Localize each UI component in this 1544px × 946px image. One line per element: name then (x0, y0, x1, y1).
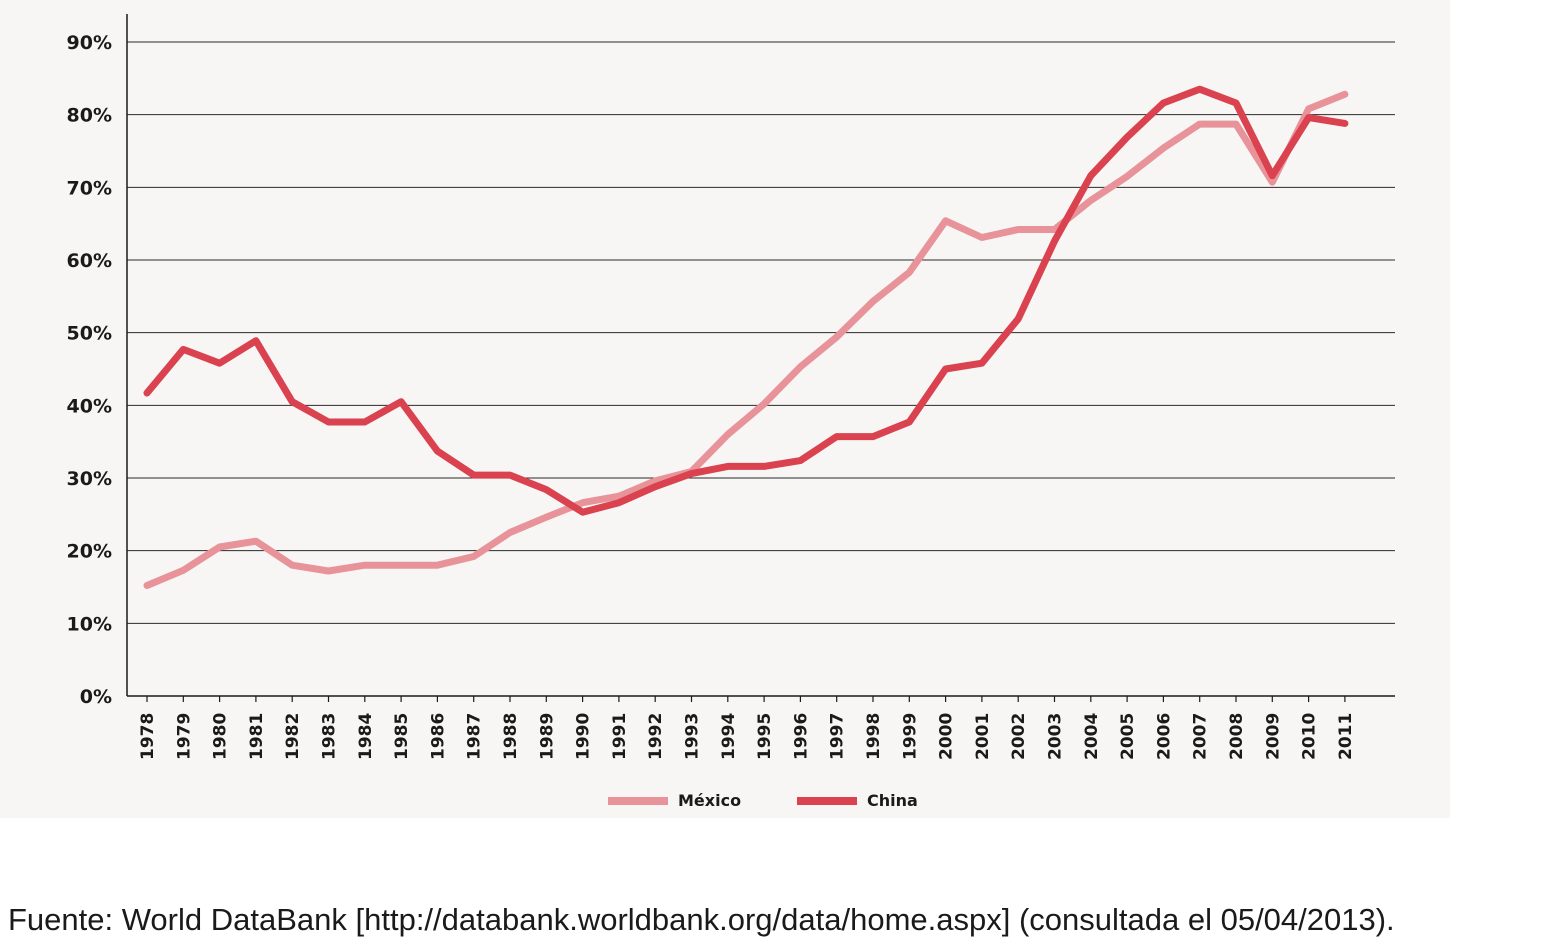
x-tick-label: 2003 (1046, 713, 1066, 760)
legend: México China (608, 791, 918, 810)
x-tick-label: 1991 (610, 713, 630, 760)
x-tick-label: 1993 (683, 713, 703, 760)
x-tick-label: 2010 (1300, 713, 1320, 760)
y-tick-label: 60% (67, 250, 112, 272)
source-note: Fuente: World DataBank [http://databank.… (8, 902, 1395, 937)
x-tick-label: 2011 (1336, 713, 1356, 760)
x-tick-label: 1979 (174, 713, 194, 760)
x-tick-label: 2002 (1009, 713, 1029, 760)
series-lines (143, 85, 1349, 589)
axes (126, 14, 1395, 702)
x-tick-label: 1996 (791, 713, 811, 760)
x-tick-label: 1986 (428, 713, 448, 760)
x-tick-label: 1994 (719, 713, 739, 760)
y-tick-label: 50% (67, 323, 112, 345)
x-tick-label: 2006 (1154, 713, 1174, 760)
x-tick-label: 1983 (320, 713, 340, 760)
x-tick-label: 1998 (864, 713, 884, 760)
x-tick-label: 1988 (501, 713, 521, 760)
x-tick-label: 2000 (937, 713, 957, 760)
x-tick-label: 1999 (900, 713, 920, 760)
x-tick-label: 2005 (1118, 713, 1138, 760)
series-line-china (143, 85, 1349, 516)
grid-lines (127, 41, 1395, 624)
line-chart: 0%10%20%30%40%50%60%70%80%90% 1978 1979 19… (67, 14, 1395, 810)
x-tick-label: 1978 (138, 713, 158, 760)
x-tick-label: 1989 (537, 713, 557, 760)
y-tick-label: 90% (67, 32, 112, 54)
y-tick-label: 0% (80, 686, 112, 708)
x-tick-label: 2008 (1227, 713, 1247, 760)
y-tick-label: 70% (67, 177, 112, 199)
x-tick-labels: 1978 1979 1980 1981 1982 1983 1984 1985 1986 1987… (138, 713, 1356, 760)
x-tick-label: 1997 (828, 713, 848, 760)
series-line-mexico (143, 90, 1349, 589)
y-tick-label: 10% (67, 613, 112, 635)
x-tick-label: 1990 (574, 713, 594, 760)
y-tick-label: 20% (67, 541, 112, 563)
x-tick-label: 1985 (392, 713, 412, 760)
y-tick-label: 30% (67, 468, 112, 490)
chart-panel: 0% 10% 20% 30% 40% 50% 60% 70% 80% 90% 1978 1979 19… (0, 0, 1450, 818)
x-tick-label: 1982 (283, 713, 303, 760)
legend-label-mexico: México (678, 791, 741, 810)
x-tick-label: 1987 (465, 713, 485, 760)
legend-label-china: China (867, 791, 918, 810)
y-tick-label: 40% (67, 395, 112, 417)
x-tick-label: 1992 (646, 713, 666, 760)
x-tick-label: 2004 (1082, 713, 1102, 760)
y-tick-label: 80% (67, 105, 112, 127)
x-tick-label: 1984 (356, 713, 376, 760)
x-tick-label: 2001 (973, 713, 993, 760)
x-tick-label: 1981 (247, 713, 267, 760)
x-tick-label: 2007 (1191, 713, 1211, 760)
x-tick-label: 1980 (211, 713, 231, 760)
y-tick-labels: 0% 10% 20% 30% 40% 50% 60% 70% 80% 90% (67, 32, 112, 708)
x-tick-label: 1995 (755, 713, 775, 760)
x-tick-label: 2009 (1263, 713, 1283, 760)
